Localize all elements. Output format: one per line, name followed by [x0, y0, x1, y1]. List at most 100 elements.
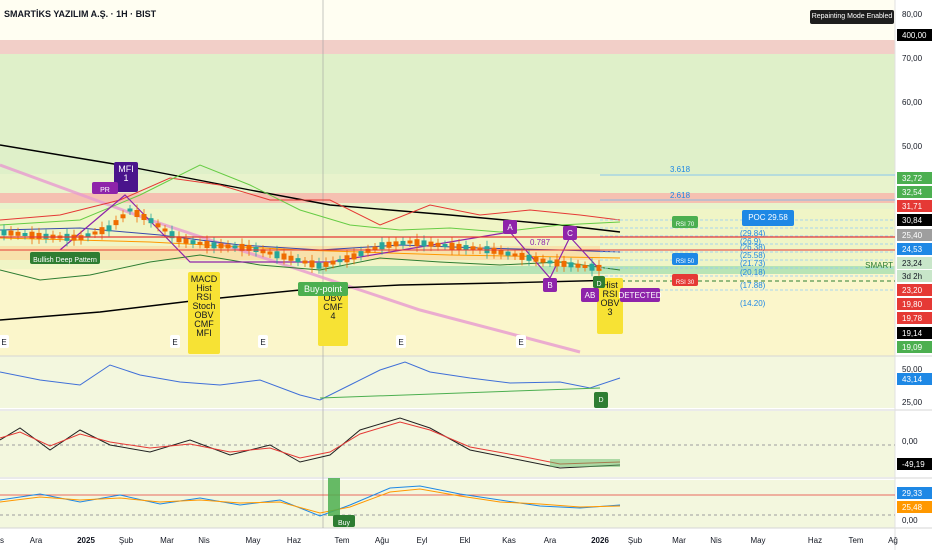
earnings-marker	[516, 335, 526, 348]
price-label: 3d 2h	[902, 272, 922, 281]
candle-body	[407, 240, 413, 244]
candle-body	[365, 248, 371, 253]
candle-body	[302, 260, 308, 264]
candle-body	[169, 231, 175, 239]
candle-body	[505, 251, 511, 256]
price-label: 400,00	[902, 31, 927, 40]
mfi-badge	[114, 162, 138, 192]
rsi30-badge	[672, 274, 698, 286]
x-tick-label: Şub	[119, 536, 134, 545]
ab-badge-text: AB	[585, 291, 596, 300]
bullish-deep-badge	[30, 252, 100, 264]
candle-body	[176, 236, 182, 243]
candle-body	[218, 243, 224, 249]
x-tick-label: Haz	[808, 536, 822, 545]
divergence-mid-badge	[318, 282, 348, 346]
price-label-bg	[897, 312, 932, 324]
candle-body	[120, 214, 126, 219]
rsi-value: 43,14	[902, 375, 923, 384]
candle-body	[316, 262, 322, 269]
candle-body	[379, 242, 385, 250]
candle-body	[8, 230, 14, 236]
x-tick-label: Tem	[334, 536, 349, 545]
candle-body	[92, 231, 98, 235]
candle-body	[127, 208, 133, 212]
rsi-tick: 25,00	[902, 398, 923, 407]
buy-point-badge-text: Buy-point	[304, 284, 343, 294]
rsi-divergence-line	[319, 387, 601, 399]
fib-level-label: (29.84)	[740, 229, 766, 238]
pr-badge	[92, 182, 118, 194]
rsi70-badge-text: RSI 70	[676, 222, 695, 228]
candle-body	[204, 241, 210, 248]
candle-body	[351, 253, 357, 260]
x-tick-label: May	[750, 536, 765, 545]
candle-body	[435, 242, 441, 247]
candle-body	[498, 249, 504, 255]
candle-body	[400, 240, 406, 245]
candle-body	[162, 228, 168, 232]
bollinger-lower	[0, 254, 621, 281]
x-tick-label: Haz	[287, 536, 301, 545]
candle-body	[386, 241, 392, 248]
macd-histogram-zone	[550, 459, 620, 467]
stoch-value: 29,33	[902, 489, 923, 498]
candle-body	[225, 244, 231, 249]
price-label-bg	[897, 257, 932, 269]
price-label: 31,71	[902, 202, 923, 211]
price-label: 32,54	[902, 188, 923, 197]
divergence-mid-badge-text: 4	[330, 311, 335, 321]
candle-body	[260, 249, 266, 254]
divergence-mid-badge-text: CMF	[323, 302, 343, 312]
x-tick-label: Tem	[848, 536, 863, 545]
harmonic-pattern	[59, 194, 601, 280]
y-tick-label: 80,00	[902, 10, 923, 19]
x-tick-label: s	[0, 536, 4, 545]
candle-body	[183, 238, 189, 244]
candle-body	[99, 227, 105, 235]
detected-badge-text: DETECTED	[618, 291, 661, 300]
macd-value: -49,19	[902, 460, 925, 469]
stoch-value2: 25,48	[902, 503, 923, 512]
y-tick-label: 60,00	[902, 98, 923, 107]
stoch-tick: 0,00	[902, 516, 918, 525]
candle-body	[267, 251, 273, 255]
candle-body	[442, 244, 448, 247]
candle-body	[309, 260, 315, 268]
fib-level-label: (14.20)	[740, 299, 766, 308]
divergence-left-badge-text: MACD	[191, 274, 218, 284]
stoch-value2-bg	[897, 501, 932, 513]
poc-badge-text: POC 29.58	[748, 213, 788, 222]
divergence-left-badge-text: MFI	[196, 328, 212, 338]
candle-body	[1, 229, 7, 236]
price-label-bg	[897, 186, 932, 198]
stoch-buy-badge-text: Buy	[338, 520, 351, 527]
macd-tick: 0,00	[902, 437, 918, 446]
x-tick-label: Ağ	[888, 536, 898, 545]
earnings-marker-text: E	[398, 338, 403, 347]
candle-body	[211, 242, 217, 249]
candle-body	[36, 232, 42, 239]
candle-body	[561, 260, 567, 267]
candle-body	[155, 223, 161, 228]
price-label: 23,24	[902, 259, 923, 268]
divergence-left-badge	[188, 272, 220, 354]
candle-body	[568, 262, 574, 268]
divergence-right-badge-text: OBV	[600, 298, 619, 308]
candle-body	[421, 240, 427, 247]
point-a-badge-text: A	[507, 223, 513, 232]
divergence-left-badge-text: Stoch	[192, 301, 215, 311]
macd-value-bg	[897, 458, 932, 470]
candle-body	[358, 251, 364, 257]
candle-body	[344, 255, 350, 263]
repainting-badge[interactable]: Repainting Mode Enabled	[810, 10, 894, 24]
candle-body	[239, 243, 245, 251]
candle-body	[470, 246, 476, 251]
candle-body	[197, 241, 203, 245]
earnings-marker-text: E	[172, 338, 177, 347]
red-zone	[0, 193, 895, 203]
stoch-buy-badge	[333, 515, 355, 527]
x-tick-label: 2025	[77, 536, 95, 545]
price-label: 30,84	[902, 216, 923, 225]
